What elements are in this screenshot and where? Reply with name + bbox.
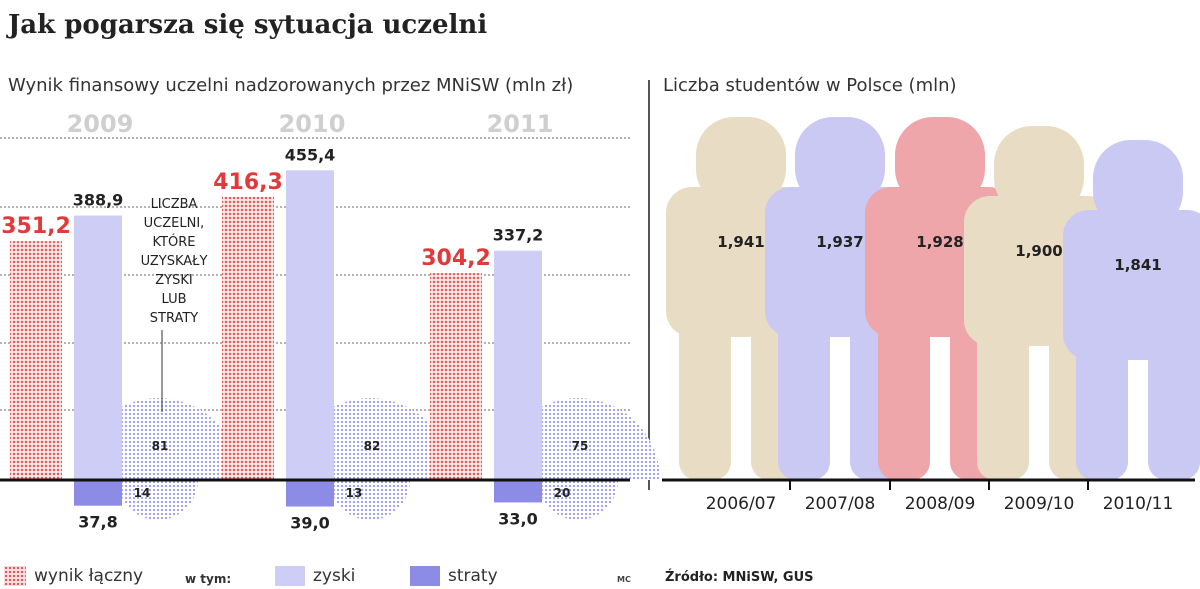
bar-zyski xyxy=(286,170,334,480)
count-zyski-label: 81 xyxy=(152,439,169,453)
category-label: 2008/09 xyxy=(905,494,976,514)
figure-leg-left xyxy=(778,317,830,480)
annotation-line: KTÓRE xyxy=(153,234,196,250)
figure-value-label: 1,928 xyxy=(916,233,963,251)
student-figure: 1,841 xyxy=(1063,140,1200,480)
bar-zyski-label: 455,4 xyxy=(285,145,336,164)
figure-head xyxy=(795,117,885,207)
legend-zyski: zyski xyxy=(275,566,355,586)
bar-total xyxy=(430,273,482,480)
count-zyski-label: 75 xyxy=(572,439,589,453)
figure-head xyxy=(696,117,786,207)
category-label: 2007/08 xyxy=(805,494,876,514)
legend-straty-swatch xyxy=(410,566,440,586)
loss-count-semicircle xyxy=(118,480,198,520)
figure-value-label: 1,900 xyxy=(1015,242,1062,260)
legend-straty: straty xyxy=(410,566,498,586)
count-straty-label: 13 xyxy=(346,486,363,500)
legend-zyski-swatch xyxy=(275,566,305,586)
figure-leg-left xyxy=(977,326,1029,480)
loss-count-semicircle xyxy=(538,480,618,520)
annotation-line: LUB xyxy=(161,292,186,307)
category-label: 2010/11 xyxy=(1103,494,1174,514)
figure-head xyxy=(1093,140,1183,230)
bar-total xyxy=(10,241,62,480)
category-label: 2006/07 xyxy=(706,494,777,514)
legend-total-swatch xyxy=(4,566,26,586)
author-initials: MC xyxy=(617,575,631,584)
annotation-line: UZYSKAŁY xyxy=(141,254,208,269)
left-chart-subtitle: Wynik finansowy uczelni nadzorowanych pr… xyxy=(8,75,574,96)
figure-head xyxy=(895,117,985,207)
bar-zyski-label: 337,2 xyxy=(493,226,544,245)
loss-count-semicircle xyxy=(330,480,410,520)
bar-zyski-label: 388,9 xyxy=(73,191,124,210)
legend-total: wynik łączny xyxy=(4,566,143,586)
count-straty-label: 20 xyxy=(554,486,571,500)
bar-straty-label: 33,0 xyxy=(498,509,537,528)
source-note: Źródło: MNiSW, GUS xyxy=(665,570,814,585)
year-label: 2011 xyxy=(487,110,554,138)
figure-head xyxy=(994,126,1084,216)
legend-w-tym: w tym: xyxy=(185,572,232,586)
figure-value-label: 1,937 xyxy=(816,233,863,251)
legend-zyski-label: zyski xyxy=(313,566,356,586)
legend-straty-label: straty xyxy=(448,566,498,586)
year-label: 2009 xyxy=(67,110,134,138)
figure-value-label: 1,941 xyxy=(717,233,764,251)
bar-total-label: 351,2 xyxy=(1,214,71,239)
legend-total-label: wynik łączny xyxy=(34,566,144,586)
students-chart: 1,941 2006/07 1,937 2007/08 1,928 2008/09 1,90… xyxy=(662,117,1200,514)
bar-zyski xyxy=(494,250,542,480)
bar-total-label: 416,3 xyxy=(213,170,283,195)
page-title: Jak pogarsza się sytuacja uczelni xyxy=(8,10,488,40)
figure-leg-left xyxy=(1076,340,1128,480)
figure-leg-right xyxy=(1148,340,1200,480)
bar-zyski xyxy=(74,215,122,480)
chart-divider xyxy=(648,80,650,490)
annotation-line: LICZBA xyxy=(151,197,198,212)
bar-straty-label: 39,0 xyxy=(290,514,329,533)
bar-straty-label: 37,8 xyxy=(78,513,117,532)
bar-straty xyxy=(286,480,334,507)
right-chart-subtitle: Liczba studentów w Polsce (mln) xyxy=(663,75,957,96)
bar-straty xyxy=(494,480,542,503)
count-zyski-label: 82 xyxy=(364,439,381,453)
year-label: 2010 xyxy=(279,110,346,138)
count-straty-label: 14 xyxy=(134,486,151,500)
figure-leg-left xyxy=(878,317,930,480)
bar-total xyxy=(222,196,274,480)
annotation-line: ZYSKI xyxy=(155,273,192,288)
annotation-line: UCZELNI, xyxy=(144,216,205,231)
category-label: 2009/10 xyxy=(1004,494,1075,514)
annotation-line: STRATY xyxy=(150,311,199,326)
figure-torso xyxy=(1063,210,1200,360)
figure-leg-left xyxy=(679,317,731,480)
figure-value-label: 1,841 xyxy=(1114,256,1161,274)
bar-total-label: 304,2 xyxy=(421,246,491,271)
bar-straty xyxy=(74,480,122,506)
